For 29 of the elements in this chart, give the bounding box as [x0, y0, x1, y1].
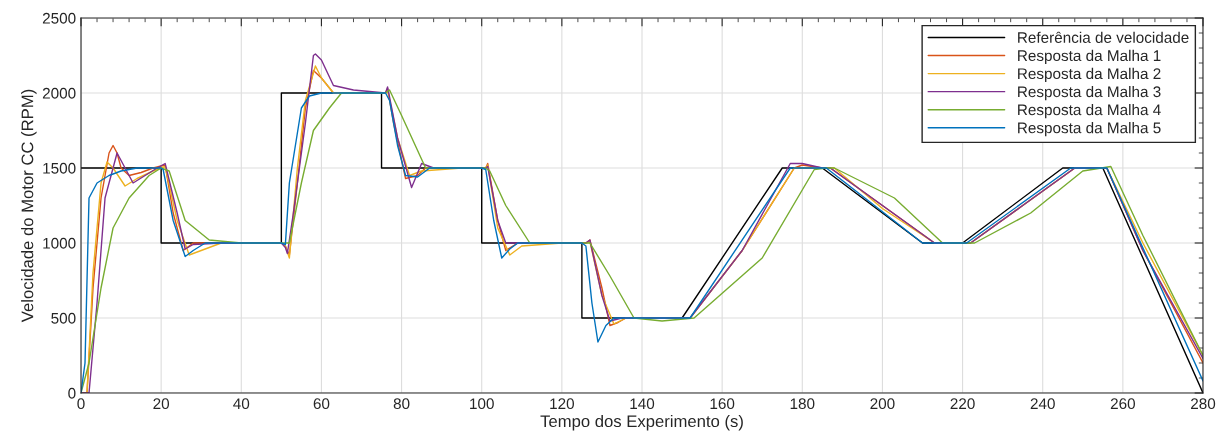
y-tick-label: 1000 [43, 237, 76, 249]
x-tick-label: 280 [1191, 398, 1216, 410]
legend-label: Resposta da Malha 3 [1018, 85, 1161, 101]
x-tick-label: 60 [313, 398, 330, 410]
legend-label: Resposta da Malha 4 [1018, 103, 1161, 119]
y-tick-label: 1500 [43, 162, 76, 174]
y-tick-label: 2000 [42, 87, 76, 99]
y-tick-label: 500 [51, 312, 76, 324]
x-tick-label: 20 [153, 398, 170, 410]
x-tick-label: 260 [1110, 398, 1136, 410]
y-tick-label: 2500 [42, 12, 76, 24]
x-tick-label: 120 [550, 398, 575, 410]
x-tick-label: 180 [790, 398, 815, 410]
x-tick-label: 220 [950, 398, 975, 410]
legend-label: Resposta da Malha 2 [1018, 67, 1161, 83]
x-tick-label: 80 [393, 398, 410, 410]
x-axis-title: Tempo dos Experimento (s) [540, 414, 743, 431]
legend-label: Referência de velocidade [1018, 31, 1189, 43]
x-tick-label: 240 [1030, 398, 1055, 410]
x-tick-label: 0 [77, 398, 85, 410]
legend-label: Resposta da Malha 1 [1018, 49, 1161, 65]
x-tick-label: 140 [630, 398, 655, 410]
x-tick-label: 40 [233, 398, 250, 410]
legend-label: Resposta da Malha 5 [1018, 122, 1161, 137]
x-tick-label: 200 [870, 398, 895, 410]
x-tick-label: 100 [470, 398, 494, 410]
y-axis-title: Velocidade do Motor CC (RPM) [21, 89, 37, 323]
x-tick-label: 160 [710, 398, 735, 410]
y-tick-label: 0 [68, 387, 76, 399]
